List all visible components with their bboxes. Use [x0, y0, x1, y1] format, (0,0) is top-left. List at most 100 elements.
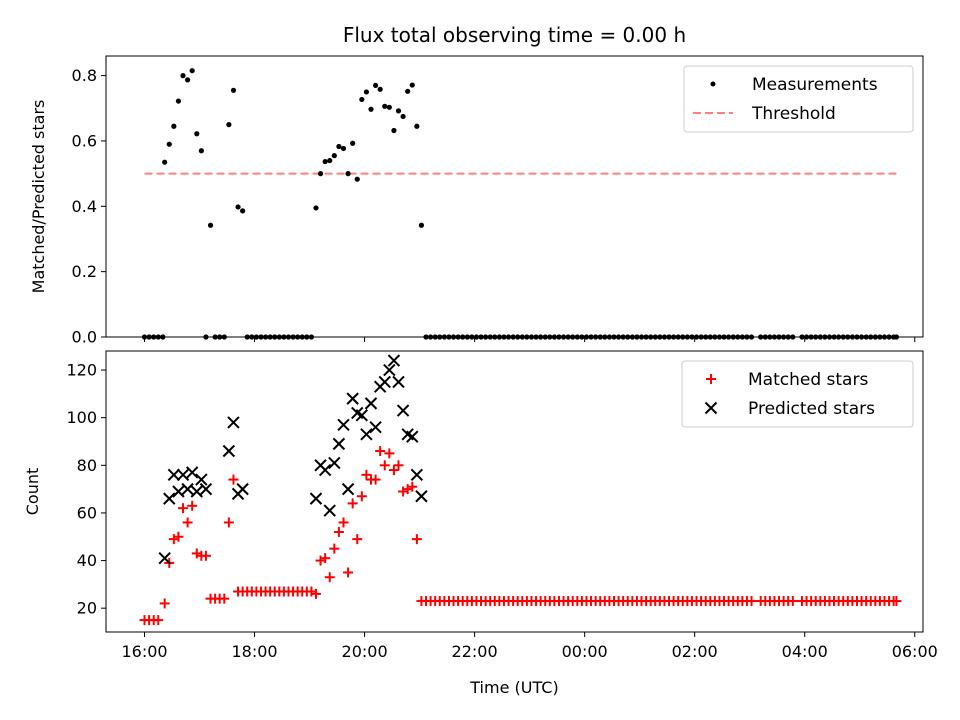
- measurement-point: [386, 104, 392, 110]
- measurement-point: [322, 158, 328, 165]
- matched-star-point: [411, 534, 422, 545]
- measurement-point: [418, 222, 425, 228]
- measurement-point: [363, 89, 370, 95]
- predicted-star-point: [346, 392, 359, 405]
- bottom-x-tick-label: 00:00: [562, 642, 608, 661]
- predicted-star-point: [323, 504, 336, 517]
- matched-star-point: [379, 460, 390, 471]
- bottom-legend: Matched stars Predicted stars: [681, 360, 914, 428]
- bottom-y-tick-label: 60: [77, 503, 97, 522]
- count-points-layer: [139, 354, 902, 626]
- measurement-point: [240, 208, 246, 214]
- measurement-point: [207, 222, 214, 228]
- measurement-point: [327, 157, 333, 164]
- legend-matched-marker: [706, 374, 716, 384]
- matched-star-point: [407, 481, 418, 492]
- legend-threshold-label: Threshold: [751, 104, 836, 124]
- matched-star-point: [153, 615, 164, 626]
- measurement-point: [230, 87, 237, 93]
- predicted-star-point: [190, 485, 203, 498]
- bottom-x-tick-label: 16:00: [121, 642, 167, 661]
- matched-star-point: [388, 465, 399, 476]
- bottom-x-axis-label: Time (UTC): [469, 678, 558, 697]
- bottom-axes: 20 40 60 80 100 120 16:00 18:00 20:00 22:00 00:00 0…: [66, 350, 938, 661]
- bottom-y-tick-label: 20: [77, 599, 97, 618]
- measurement-point: [317, 171, 324, 177]
- matched-star-point: [343, 567, 354, 578]
- matched-star-point: [338, 517, 349, 528]
- predicted-star-point: [396, 404, 410, 417]
- bottom-y-tick-label: 100: [66, 408, 97, 427]
- measurement-point: [340, 145, 347, 152]
- matched-star-point: [219, 593, 230, 604]
- bottom-y-tick-label: 40: [77, 551, 97, 570]
- measurement-point: [368, 106, 374, 112]
- matched-star-point: [200, 550, 211, 561]
- predicted-star-point: [318, 463, 332, 477]
- measurement-point: [180, 73, 186, 79]
- measurement-point: [162, 159, 168, 165]
- predicted-star-point: [369, 420, 382, 434]
- matched-star-point: [320, 553, 331, 564]
- predicted-star-point: [236, 482, 249, 496]
- measurement-point: [414, 123, 420, 129]
- measurement-point: [313, 205, 319, 211]
- measurement-point: [395, 108, 402, 114]
- measurement-point: [409, 82, 415, 88]
- matched-star-point: [370, 474, 381, 485]
- top-y-tick-label: 0.0: [72, 328, 97, 347]
- bottom-legend-box: [681, 360, 914, 428]
- predicted-star-point: [176, 468, 190, 482]
- bottom-plot-frame: [105, 350, 924, 633]
- top-y-tick-label: 0.2: [72, 262, 97, 281]
- predicted-star-point: [383, 363, 396, 377]
- predicted-star-point: [332, 437, 346, 451]
- legend-predicted-marker: [704, 401, 718, 415]
- bottom-panel: Count Time (UTC) 20 40 60 80 100 120 16:00 18:0…: [23, 350, 938, 697]
- matched-star-point: [324, 572, 335, 583]
- matched-star-point: [347, 498, 358, 509]
- matched-star-point: [393, 460, 404, 471]
- top-y-axis-label: Matched/Predicted stars: [29, 100, 48, 294]
- legend-plus-glyph: [706, 374, 716, 384]
- predicted-star-point: [341, 482, 355, 496]
- top-plot-frame: [105, 55, 924, 338]
- matched-star-point: [228, 474, 239, 485]
- predicted-star-point: [415, 490, 428, 503]
- bottom-x-tick-label: 06:00: [892, 642, 938, 661]
- bottom-y-axis-label: Count: [23, 468, 42, 516]
- matched-star-point: [182, 517, 193, 528]
- bottom-x-tick-label: 18:00: [231, 642, 277, 661]
- predicted-star-point: [181, 482, 194, 496]
- matched-star-point: [356, 491, 367, 502]
- predicted-star-point: [387, 354, 401, 367]
- predicted-star-point: [360, 428, 373, 441]
- top-y-tick-label: 0.4: [72, 197, 97, 216]
- predicted-star-point: [328, 456, 341, 470]
- measurement-point: [372, 82, 379, 89]
- predicted-star-point: [410, 468, 424, 482]
- measurement-point: [175, 98, 182, 104]
- bottom-x-tick-label: 22:00: [452, 642, 498, 661]
- measurement-points-layer: [141, 68, 900, 340]
- top-y-tick-label: 0.8: [72, 66, 97, 85]
- bottom-y-tick-label: 120: [66, 361, 97, 380]
- top-title: Flux total observing time = 0.00 h: [343, 23, 686, 47]
- predicted-star-point: [199, 482, 213, 496]
- predicted-star-point: [309, 492, 323, 505]
- predicted-star-point: [172, 485, 185, 498]
- predicted-star-point: [195, 473, 208, 486]
- matched-star-point: [187, 500, 198, 511]
- measurement-point: [226, 122, 232, 128]
- predicted-star-point: [227, 416, 240, 429]
- top-y-tick-label: 0.6: [72, 131, 97, 150]
- measurement-point: [400, 113, 406, 120]
- matched-star-point: [361, 469, 372, 480]
- predicted-star-point: [392, 375, 405, 389]
- matched-star-point: [173, 531, 184, 542]
- matched-star-point: [352, 534, 363, 545]
- top-legend-box: [683, 65, 914, 133]
- measurement-point: [171, 123, 177, 129]
- bottom-x-tick-label: 04:00: [782, 642, 828, 661]
